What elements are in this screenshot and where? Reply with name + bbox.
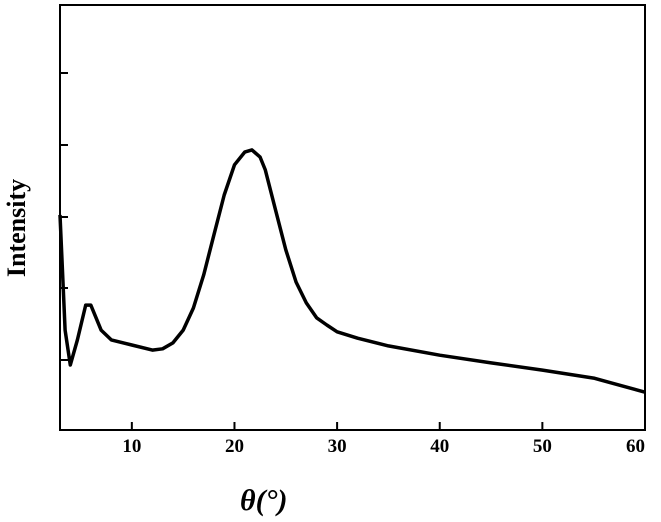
x-tick-label: 40 (430, 436, 449, 457)
x-tick-label: 60 (626, 436, 645, 457)
x-tick-label: 50 (533, 436, 552, 457)
x-tick-label: 10 (122, 436, 141, 457)
plot-frame (59, 4, 646, 431)
x-axis-title: θ(°) (240, 484, 288, 517)
x-tick-label: 30 (328, 436, 347, 457)
y-axis-title: Intensity (2, 179, 31, 277)
x-tick-label: 20 (225, 436, 244, 457)
data-line (58, 148, 646, 394)
